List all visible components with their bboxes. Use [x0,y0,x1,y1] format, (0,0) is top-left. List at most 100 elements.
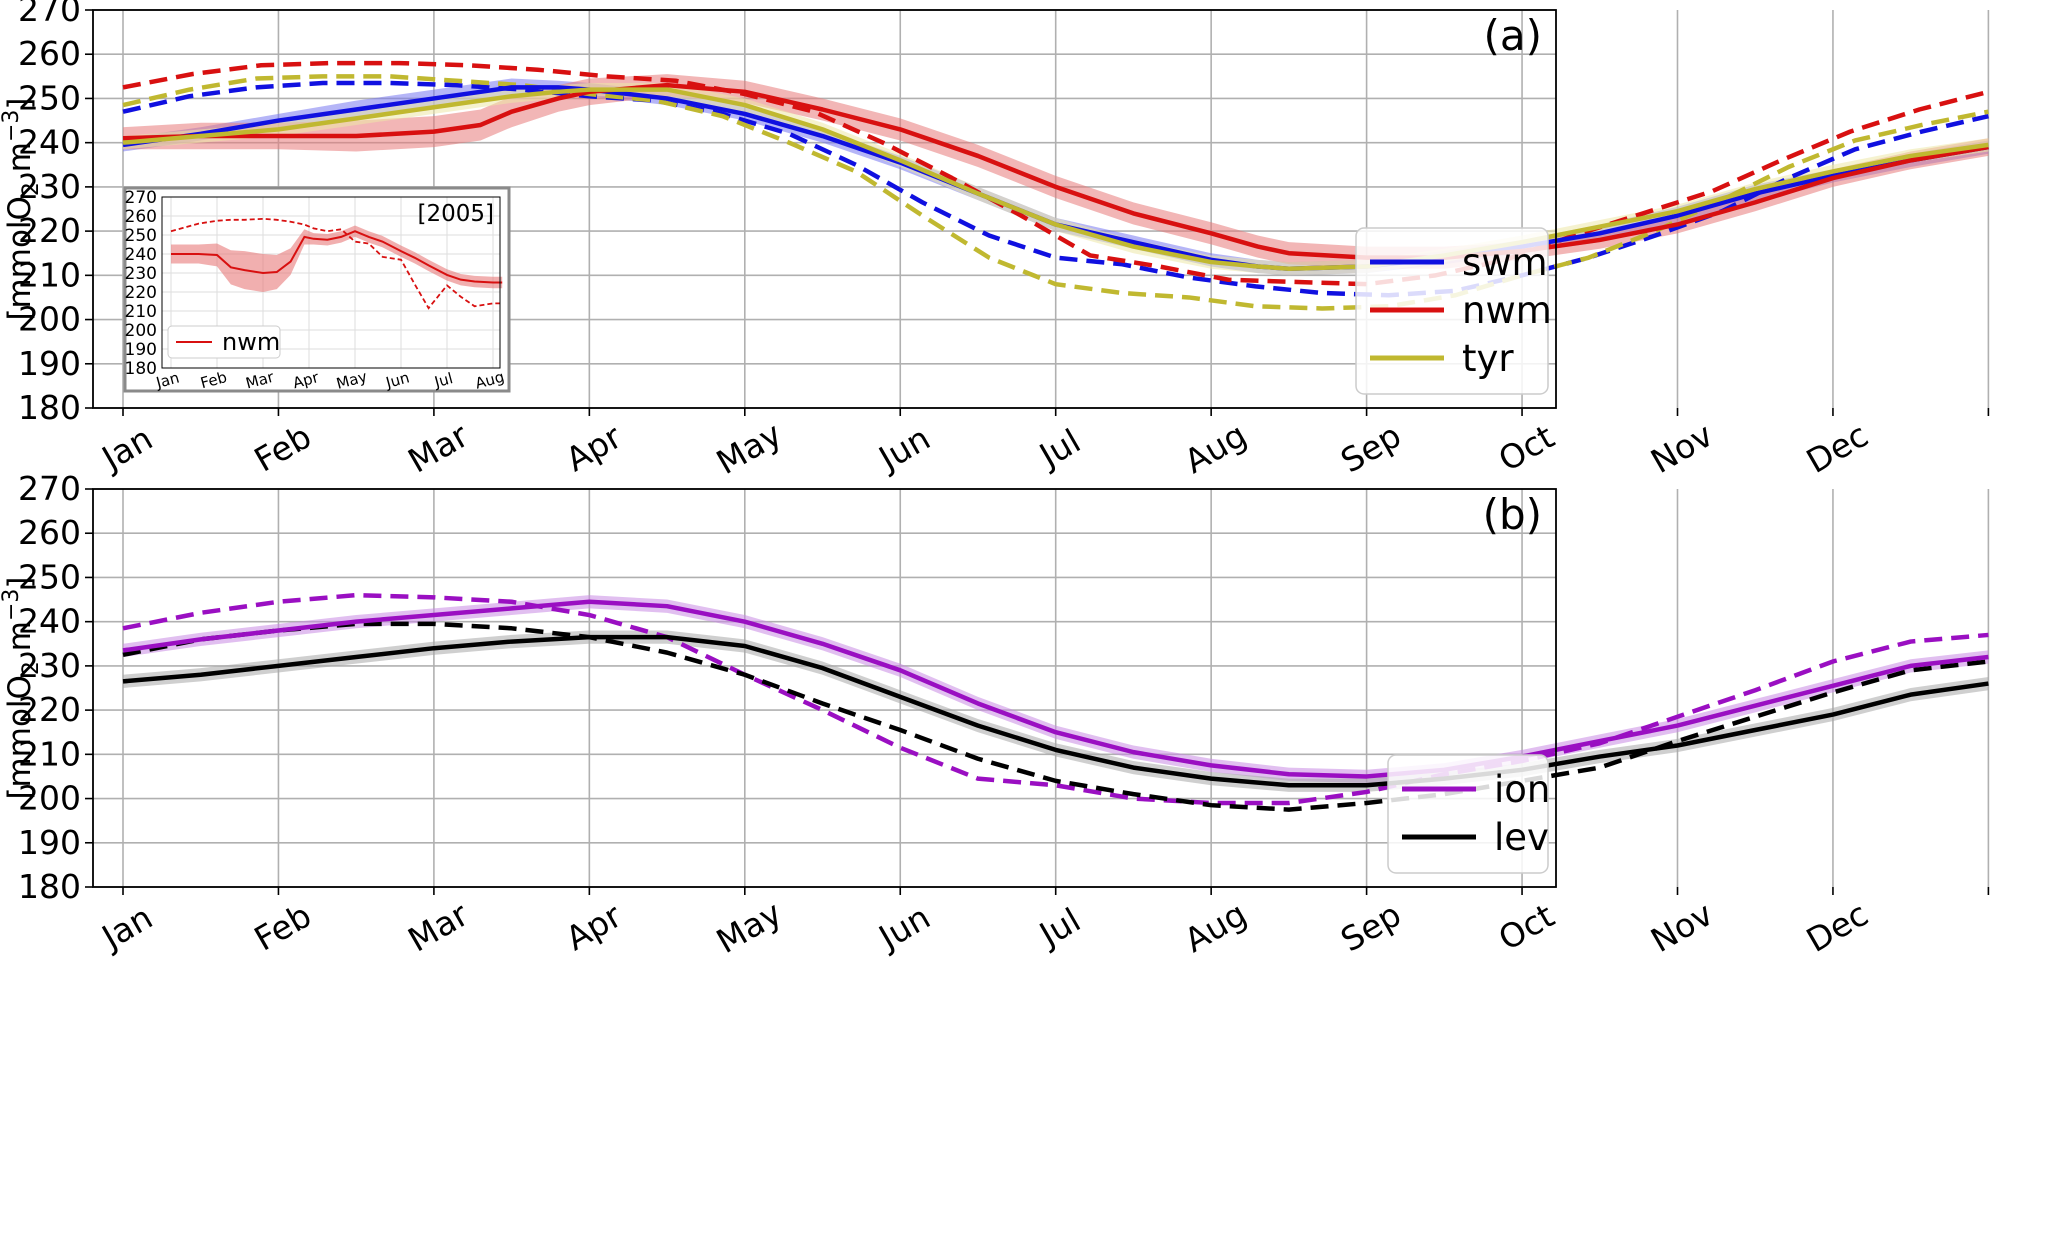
y-tick-label: 250 [18,78,81,117]
legend-label-nwm: nwm [1462,289,1552,332]
x-tick-label: Aug [1178,894,1253,960]
inset-y-tick-label: 260 [125,207,157,227]
panel-label: (b) [1483,490,1542,539]
inset-x-tick-label: Jun [383,368,411,392]
y-tick-label: 210 [18,255,81,294]
series-line-tyr [122,87,1989,271]
series-line-lev [122,634,1989,788]
y-tick-label: 220 [18,690,81,729]
inset-line [171,230,503,284]
series-dashed-lev [122,621,1989,812]
axes-frame [92,9,1557,409]
y-tick-label: 270 [18,469,81,508]
y-axis-label-sup: −3 [0,589,24,621]
legend-box [1387,754,1549,874]
y-axis-label-sup: −3 [0,110,24,142]
y-tick-label: 270 [18,0,81,29]
y-tick-label: 260 [18,513,81,552]
inset-y-tick-label: 270 [125,188,157,208]
x-tick-label: Feb [248,896,318,959]
series-dashed-swm [122,80,1989,298]
y-axis-label-rest: m [2,621,38,661]
legend-box [1355,227,1549,395]
x-tick-label: Nov [1644,894,1719,960]
x-tick-label: May [710,414,789,482]
x-tick-label: Jun [871,418,937,479]
inset-y-tick-label: 220 [125,283,157,303]
x-tick-label: Mar [401,894,475,959]
y-tick-label: 180 [18,867,81,906]
x-tick-label: Jul [1031,421,1087,476]
series-line-ion [122,599,1989,779]
inset-y-tick-label: 240 [125,245,157,265]
y-axis-label-main: [mmolO [2,675,38,799]
inset-year-label: [2005] [418,201,494,227]
x-tick-label: Nov [1644,415,1719,481]
y-axis-label-main: [mmolO [2,196,38,320]
x-tick-label: Apr [559,896,628,959]
legend-label-lev: lev [1494,816,1549,859]
x-tick-label: Apr [559,417,628,480]
y-tick-label: 200 [18,300,81,339]
x-tick-label: May [710,893,789,961]
inset-legend-box [167,325,281,359]
legend-label-ion: ion [1494,768,1550,811]
y-tick-label: 240 [18,123,81,162]
y-axis-label: [mmolO2 m−3] [0,97,44,320]
inset-y-tick-label: 250 [125,226,157,246]
y-axis-label-close: ] [2,576,38,588]
series-dashed-tyr [122,74,1989,311]
x-tick-label: Aug [1178,415,1253,481]
axes-frame [92,488,1557,888]
y-tick-label: 220 [18,211,81,250]
x-tick-label: Jan [94,897,159,957]
inset-x-tick-label: Jan [153,368,181,392]
y-axis-label-sub: 2 [19,661,44,675]
x-tick-label: Sep [1334,416,1407,481]
y-tick-label: 190 [18,344,81,383]
panel-b: 180 190 200 210 220 230 240 250 260 270 Jan Feb Mar A… [0,469,1990,961]
x-tick-label: Mar [401,415,475,480]
y-tick-label: 180 [18,388,81,427]
legend: ion lev [1387,754,1550,874]
x-tick-label: Feb [248,417,318,480]
x-tick-label: Jun [871,897,937,958]
x-tick-label: Dec [1800,894,1875,960]
x-tick-label: Oct [1492,417,1561,479]
inset-frame [161,196,501,369]
legend-label-swm: swm [1462,241,1548,284]
inset-y-tick-label: 210 [125,302,157,322]
inset-y-tick-label: 230 [125,264,157,284]
y-tick-label: 250 [18,557,81,596]
x-tick-label: Sep [1334,895,1407,960]
series-line-nwm [122,82,1989,260]
y-axis-label-close: ] [2,97,38,109]
x-tick-label: Oct [1492,896,1561,958]
y-tick-label: 260 [18,34,81,73]
series-dashed-nwm [122,60,1989,287]
legend-label-tyr: tyr [1462,337,1514,380]
inset-y-tick-label: 180 [125,359,157,379]
y-tick-label: 190 [18,823,81,862]
x-tick-label: Jan [94,418,159,478]
inset-band [171,225,503,292]
legend: swm nwm tyr [1355,227,1552,395]
y-axis-label-rest: m [2,142,38,182]
inset-dashed-line [170,217,503,310]
y-axis-label-sub: 2 [19,182,44,196]
y-tick-label: 200 [18,779,81,818]
inset-legend-label: nwm [222,328,280,356]
inset-y-tick-label: 200 [125,321,157,341]
y-tick-label: 230 [18,646,81,685]
y-axis-label: [mmolO2 m−3] [0,576,44,799]
inset-y-tick-label: 190 [125,340,157,360]
panel-label: (a) [1483,11,1542,60]
x-tick-label: Jul [1031,900,1087,955]
y-tick-label: 240 [18,602,81,641]
inset-x-tick-label: Jul [432,369,455,391]
y-tick-label: 230 [18,167,81,206]
series-dashed-ion [122,592,1989,806]
